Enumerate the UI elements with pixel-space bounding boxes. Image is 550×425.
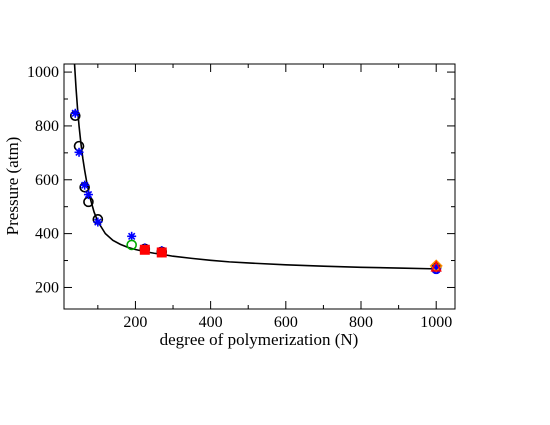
data-point-asterisk [74,147,84,157]
data-point-asterisk [83,190,93,200]
data-point-asterisk [93,217,103,227]
data-point-asterisk [127,231,137,241]
y-tick-label: 600 [35,172,59,189]
x-tick-label: 600 [274,314,298,331]
asterisk-stroke [71,109,79,117]
asterisk-stroke [127,232,136,241]
x-axis-label: degree of polymerization (N) [160,330,359,349]
y-tick-label: 1000 [27,64,59,81]
asterisk-stroke [80,181,89,189]
data-point-square [139,244,150,255]
plot-area [69,64,443,275]
y-tick-label: 400 [35,226,59,243]
fit-curve-layer [73,64,437,270]
data-point-asterisk [70,108,80,118]
data-point-asterisk [80,180,90,190]
y-axis-label: Pressure (atm) [3,137,22,236]
asterisk-stroke [75,148,83,157]
x-tick-label: 400 [199,314,223,331]
asterisk-stroke [94,218,102,226]
data-point-triangle [430,260,442,272]
axis-ticks: 200 400 600 800 1000 200 400 600 800 1000 [27,64,455,331]
fit-curve-line [73,64,437,270]
x-tick-label: 200 [123,314,147,331]
x-tick-label: 800 [349,314,373,331]
y-tick-label: 800 [35,118,59,135]
y-tick-label: 200 [35,279,59,296]
x-tick-label: 1000 [420,314,452,331]
data-point-square [156,247,167,258]
marker-layer [69,108,443,275]
asterisk-stroke [84,190,93,199]
plot-frame [63,63,456,310]
data-point-circle [126,239,137,251]
